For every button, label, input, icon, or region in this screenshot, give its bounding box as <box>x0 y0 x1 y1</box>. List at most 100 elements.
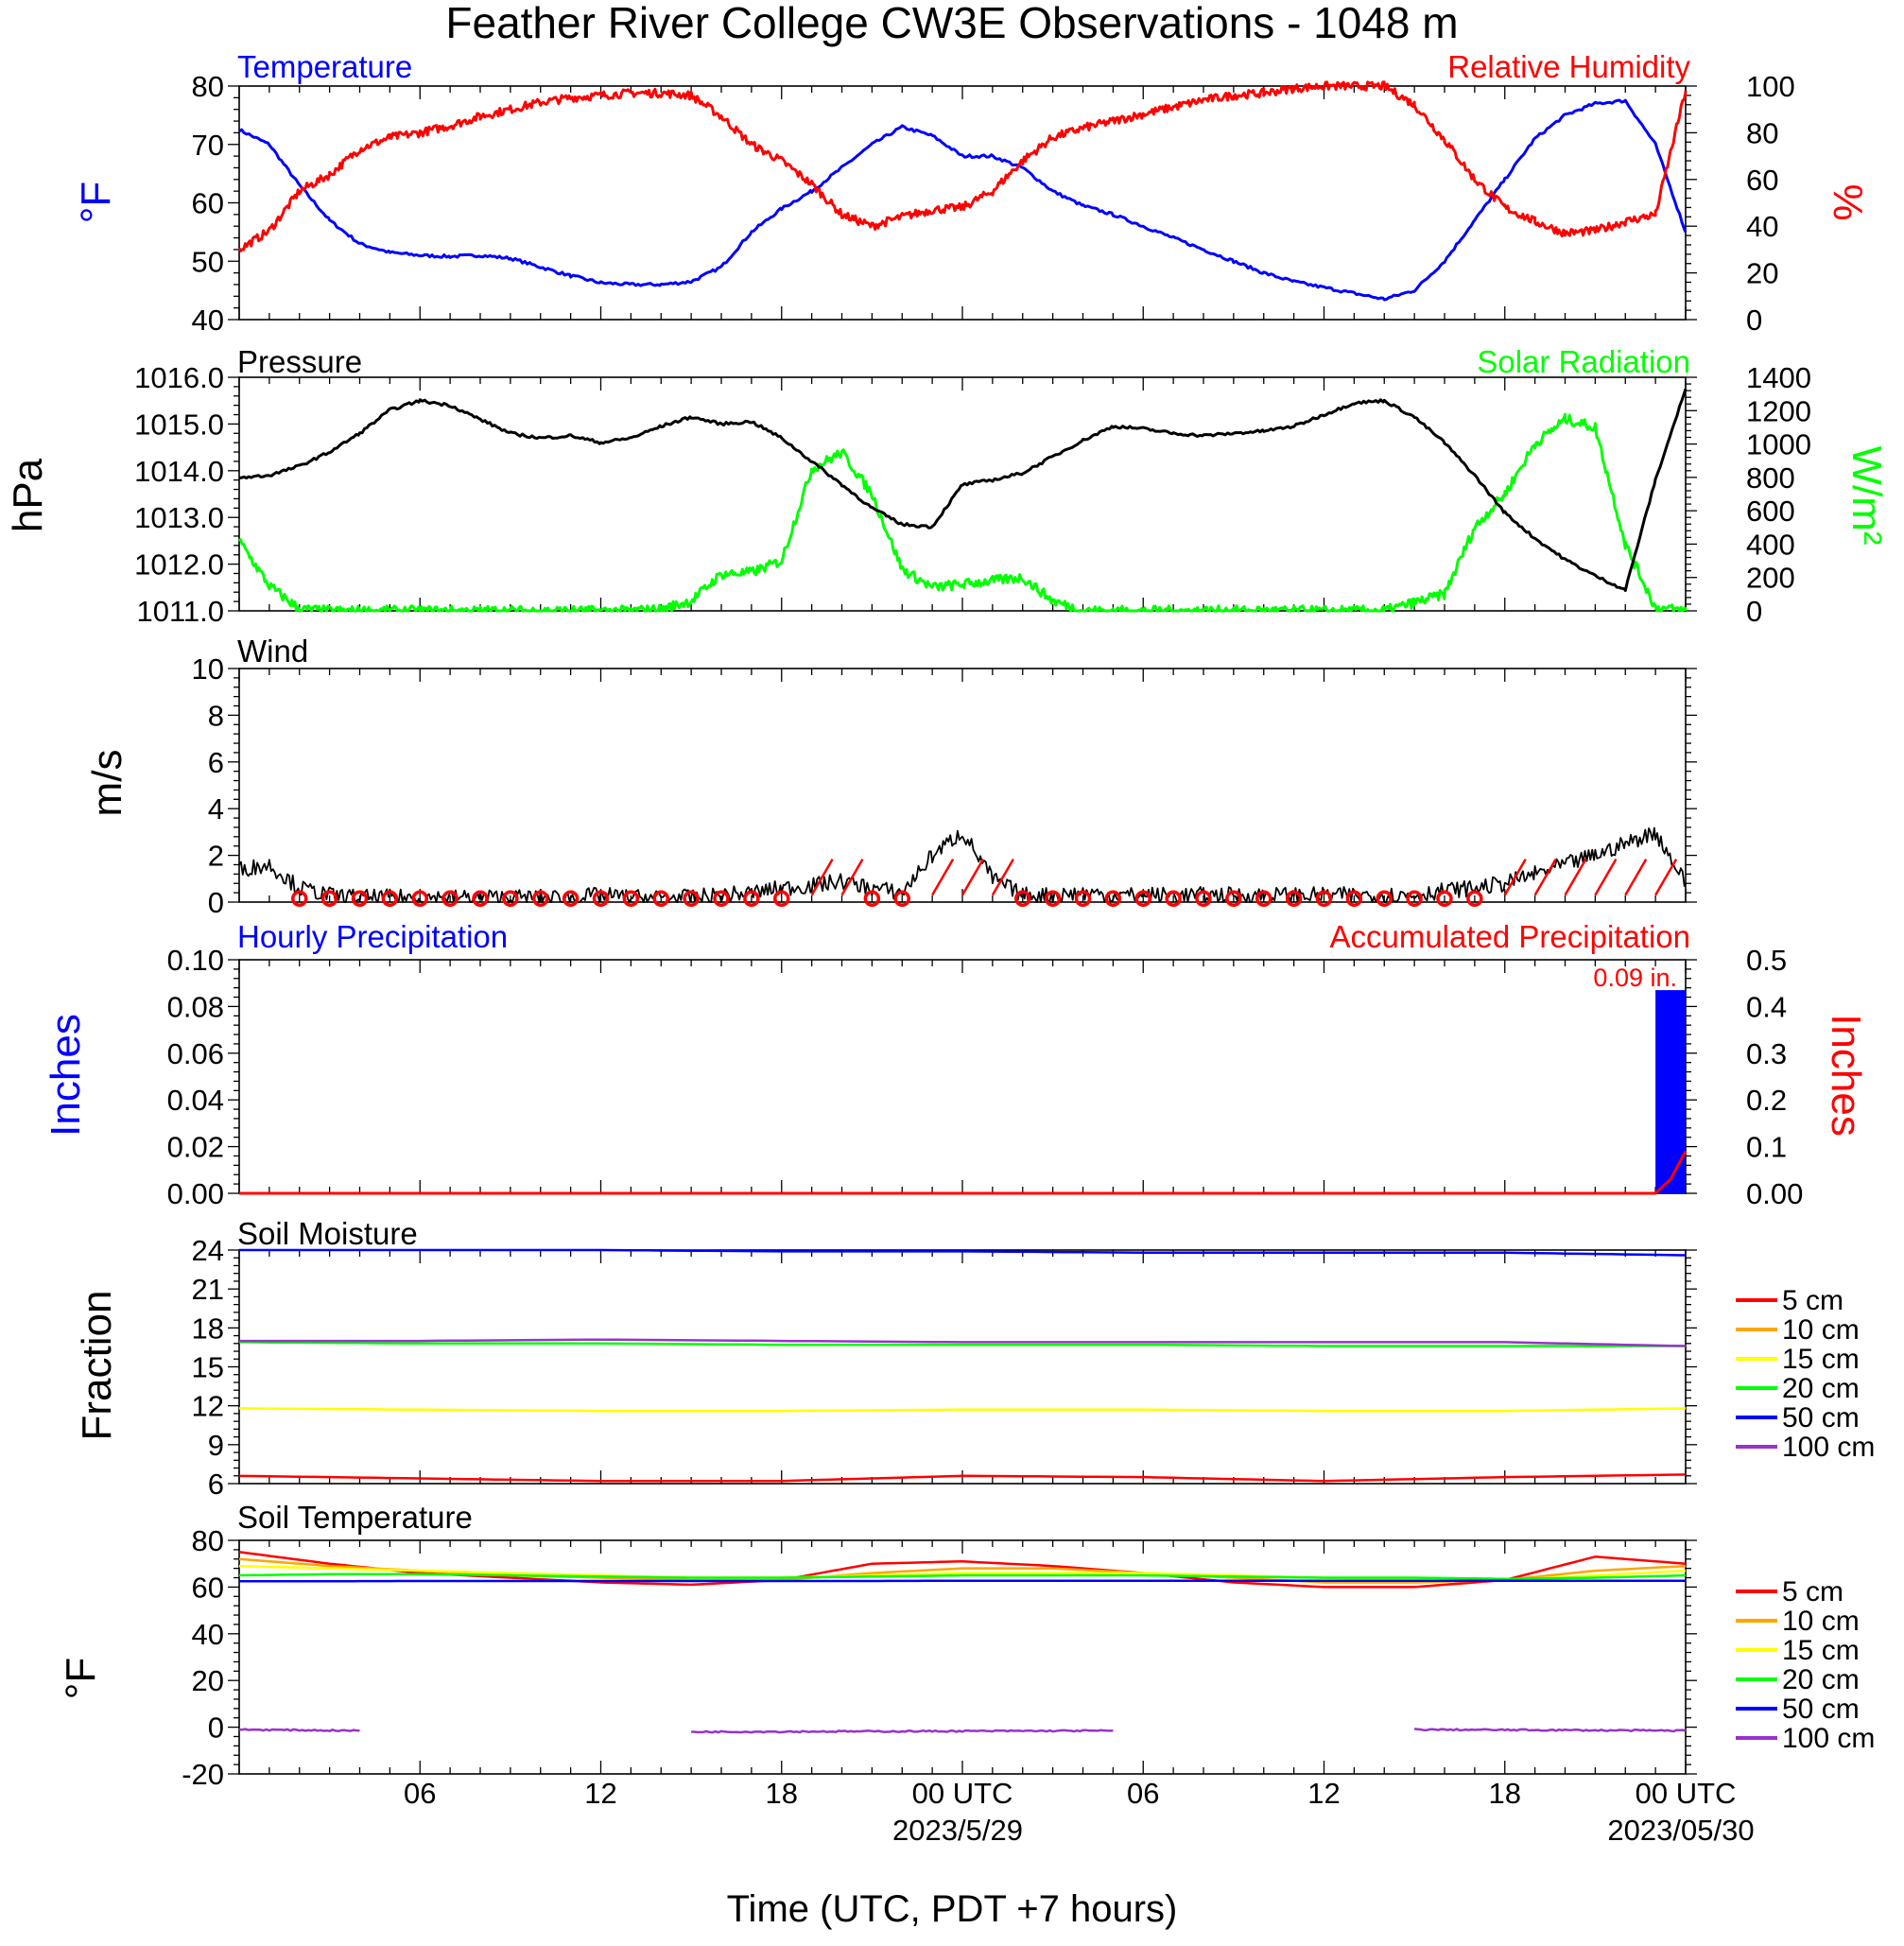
calm-wind-marker <box>893 890 910 908</box>
calm-wind-marker <box>441 890 459 908</box>
calm-wind-marker <box>713 890 730 908</box>
y-right-tick-label: 0.2 <box>1746 1084 1787 1117</box>
legend-label: 5 cm <box>1782 1285 1843 1316</box>
pressure-solar-plot: 1011.0 1012.0 1013.0 1014.0 1015.0 1016.0 0200… <box>134 361 1811 628</box>
temp-rh-plot: 40 50 60 70 80 0 20 40 60 80 100 <box>192 70 1795 337</box>
temp-ylabel: °F <box>73 182 119 223</box>
y-tick-label: 0 <box>208 1711 224 1745</box>
solar-title: Solar Radiation <box>1477 344 1690 379</box>
soil-moisture-title: Soil Moisture <box>237 1216 418 1251</box>
y-right-tick-label: 0 <box>1746 595 1762 628</box>
pressure-title: Pressure <box>237 344 362 379</box>
y-right-tick-label: 20 <box>1746 257 1778 290</box>
y-tick-label: 12 <box>192 1390 224 1423</box>
wind-frame <box>238 668 1687 903</box>
y-tick-label: 0.02 <box>167 1131 224 1164</box>
wind-barb <box>1533 858 1557 896</box>
time-axis: 06 12 18 00 UTC 06 12 18 00 UTC 2023/5/29 2023/05… <box>404 1777 1755 1847</box>
panel-soil-moisture: Soil Moisture Fraction 6 9 12 15 18 21 24 5 cm… <box>74 1216 1875 1501</box>
y-right-tick-label: 1000 <box>1746 428 1811 461</box>
legend-label: 50 cm <box>1782 1402 1860 1433</box>
calm-wind-marker <box>1466 890 1483 908</box>
calm-wind-marker <box>351 890 369 908</box>
calm-wind-marker <box>1376 890 1393 908</box>
calm-wind-marker <box>1315 890 1333 908</box>
y-tick-label: 80 <box>192 1524 224 1557</box>
calm-wind-marker <box>291 890 308 908</box>
y-right-tick-label: 1400 <box>1746 361 1811 394</box>
y-tick-label: 8 <box>208 699 224 732</box>
y-right-tick-label: 0.4 <box>1746 990 1787 1023</box>
y-tick-label: 18 <box>192 1312 224 1345</box>
legend-label: 5 cm <box>1782 1576 1843 1607</box>
wind-barb <box>991 858 1014 896</box>
accum-precip-line <box>239 1150 1688 1195</box>
x-tick-label: 00 UTC <box>912 1777 1013 1810</box>
calm-wind-marker <box>1285 890 1303 908</box>
y-tick-label: 0.10 <box>167 944 224 977</box>
soil-moisture-100cm-line <box>239 1338 1687 1347</box>
y-tick-label: 1016.0 <box>134 361 224 394</box>
calm-wind-marker <box>1014 890 1031 908</box>
y-tick-label: 21 <box>192 1273 224 1306</box>
solar-radiation-line <box>237 412 1688 613</box>
soil-moisture-plot: 6 9 12 15 18 21 24 <box>192 1234 1697 1501</box>
soil-temp-title: Soil Temperature <box>237 1500 473 1535</box>
wind-barb <box>1594 858 1618 896</box>
humidity-line <box>237 80 1688 252</box>
y-tick-label: 1014.0 <box>134 455 224 488</box>
panel-pressure-solar: Pressure Solar Radiation hPa W/m² 1011.0… <box>5 344 1890 628</box>
calm-wind-marker <box>381 890 399 908</box>
y-tick-label: 50 <box>192 245 224 278</box>
y-tick-label: 60 <box>192 187 224 220</box>
calm-wind-marker <box>652 890 669 908</box>
soil-moisture-20cm-line <box>238 1341 1686 1347</box>
y-tick-label: 0.08 <box>167 990 224 1023</box>
soil-temp-100cm-line <box>691 1729 1114 1734</box>
soil-temp-100cm-line <box>238 1728 360 1732</box>
y-tick-label: 20 <box>192 1664 224 1697</box>
y-right-tick-label: 100 <box>1746 70 1795 103</box>
y-tick-label: 1012.0 <box>134 548 224 582</box>
legend-label: 10 cm <box>1782 1606 1860 1637</box>
calm-wind-marker <box>622 890 640 908</box>
y-right-tick-label: 0 <box>1746 304 1762 337</box>
calm-wind-marker <box>592 890 610 908</box>
wind-title: Wind <box>237 634 308 669</box>
x-tick-label: 00 UTC <box>1636 1777 1737 1810</box>
y-right-tick-label: 0.3 <box>1746 1037 1787 1070</box>
y-tick-label: 24 <box>192 1234 224 1267</box>
soil-moisture-15cm-line <box>238 1407 1687 1413</box>
legend-label: 100 cm <box>1782 1723 1875 1754</box>
soil-moisture-ylabel: Fraction <box>74 1291 120 1441</box>
calm-wind-marker <box>1134 890 1151 908</box>
y-right-tick-label: 80 <box>1746 116 1778 149</box>
x-tick-label: 18 <box>1489 1777 1521 1810</box>
soil-temp-50cm-line <box>239 1579 1686 1583</box>
wind-plot: 0 2 4 6 8 10 <box>192 652 1697 919</box>
pressure-ylabel: hPa <box>5 458 51 532</box>
wind-barb <box>1564 858 1587 896</box>
y-tick-label: 70 <box>192 129 224 162</box>
y-right-tick-label: 0.1 <box>1746 1131 1787 1164</box>
calm-wind-marker <box>532 890 549 908</box>
panel-wind: Wind m/s 0 2 4 6 8 10 <box>84 634 1697 919</box>
y-tick-label: 1015.0 <box>134 408 224 441</box>
soil-temp-ylabel: °F <box>58 1658 104 1699</box>
y-right-tick-label: 40 <box>1746 210 1778 243</box>
pressure-solar-frame <box>238 376 1687 612</box>
temp-title: Temperature <box>237 49 412 84</box>
y-right-tick-label: 400 <box>1746 528 1795 561</box>
y-tick-label: 0.04 <box>167 1084 224 1117</box>
y-tick-label: 6 <box>208 1468 224 1501</box>
rh-title: Relative Humidity <box>1447 49 1690 84</box>
precip-right-ylabel: Inches <box>1823 1014 1869 1137</box>
x-tick-label: 12 <box>584 1777 616 1810</box>
calm-wind-marker <box>1225 890 1242 908</box>
calm-wind-marker <box>863 890 881 908</box>
x-tick-label: 18 <box>766 1777 798 1810</box>
y-right-tick-label: 0.00 <box>1746 1177 1803 1210</box>
wind-barb <box>810 858 834 896</box>
wind-barb <box>931 858 955 896</box>
